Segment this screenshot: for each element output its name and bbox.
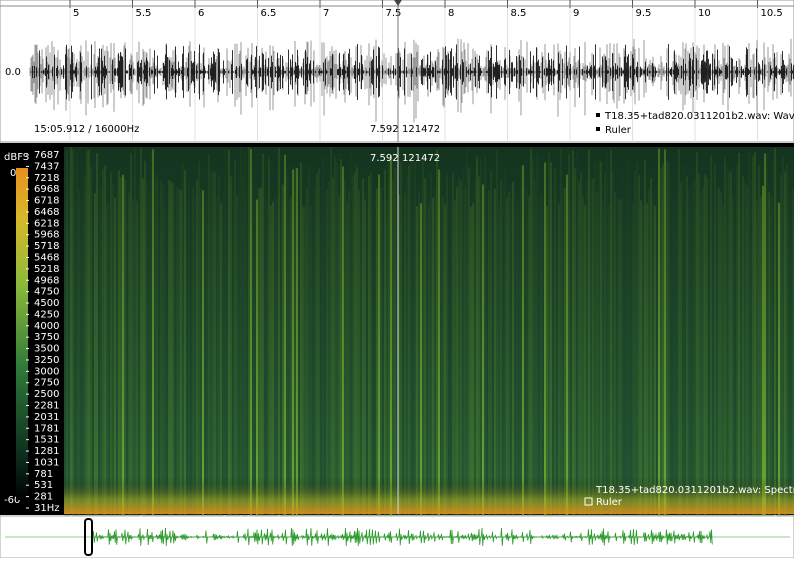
colorbar-max: 0: [10, 168, 16, 179]
cursor-handle[interactable]: [394, 0, 402, 6]
time-tick-label: 7.5: [386, 8, 402, 19]
frequency-label: 1031: [34, 457, 59, 468]
frequency-label: 6218: [34, 218, 59, 229]
time-tick-label: 10.5: [761, 8, 783, 19]
cursor-sample: 121472: [402, 153, 440, 164]
time-tick-label: 6: [198, 8, 204, 19]
frequency-label: 4750: [34, 287, 59, 298]
frequency-label: 2500: [34, 389, 59, 400]
amplitude-label: 0.0: [5, 67, 21, 78]
frequency-label: 6718: [34, 196, 59, 207]
frequency-label: 4250: [34, 309, 59, 320]
frequency-label: 1781: [34, 423, 59, 434]
frequency-label: 3250: [34, 355, 59, 366]
cursor-time: 7.592: [370, 124, 399, 135]
overview-selection[interactable]: [84, 518, 93, 556]
legend-swatch: [584, 497, 593, 506]
colorbar: [16, 168, 28, 500]
frequency-label: 4000: [34, 321, 59, 332]
time-tick-label: 8.5: [511, 8, 527, 19]
frequency-label: 6968: [34, 184, 59, 195]
time-tick-label: 9.5: [636, 8, 652, 19]
waveform-trace: [30, 44, 794, 100]
frequency-label: 1531: [34, 435, 59, 446]
frequency-label: 7437: [34, 161, 59, 172]
frequency-label: 2750: [34, 378, 59, 389]
colorbar-title: dBFS: [4, 152, 29, 163]
frequency-label: 2281: [34, 401, 59, 412]
spectrogram-shade: [64, 147, 794, 514]
legend-entry: Ruler: [605, 125, 632, 136]
time-tick-label: 6.5: [261, 8, 277, 19]
frequency-label: 3500: [34, 344, 59, 355]
time-tick-label: 9: [573, 8, 579, 19]
frequency-label: 1281: [34, 446, 59, 457]
status-text: 15:05.912 / 16000Hz: [34, 124, 139, 135]
frequency-label: 5218: [34, 264, 59, 275]
time-tick-label: 5: [73, 8, 79, 19]
frequency-label: 781: [34, 469, 53, 480]
time-tick-label: 8: [448, 8, 454, 19]
frequency-label: 3000: [34, 366, 59, 377]
cursor-time: 7.592: [370, 153, 399, 164]
frequency-label: 531: [34, 480, 53, 491]
frequency-label: 5468: [34, 252, 59, 263]
frequency-label: 6468: [34, 207, 59, 218]
frequency-label: 5718: [34, 241, 59, 252]
legend-swatch: [596, 113, 600, 117]
frequency-label: 2031: [34, 412, 59, 423]
frequency-label: 4968: [34, 275, 59, 286]
legend-entry: Ruler: [596, 497, 623, 508]
legend-entry: T18.35+tad820.0311201b2.wav: Spectrogram: [595, 485, 794, 496]
frequency-label: 4500: [34, 298, 59, 309]
time-tick-label: 7: [323, 8, 329, 19]
frequency-label: 31Hz: [34, 503, 60, 514]
time-tick-label: 10: [698, 8, 711, 19]
cursor-sample: 121472: [402, 124, 440, 135]
legend-swatch: [596, 127, 600, 131]
colorbar-min: -60: [4, 495, 20, 506]
frequency-label: 3750: [34, 332, 59, 343]
frequency-label: 5968: [34, 230, 59, 241]
frequency-label: 7687: [34, 150, 59, 161]
time-tick-label: 5.5: [136, 8, 152, 19]
waveform-trace: [29, 38, 794, 123]
frequency-label: 281: [34, 492, 53, 503]
legend-entry: T18.35+tad820.0311201b2.wav: Waveform: [604, 111, 794, 122]
frequency-label: 7218: [34, 173, 59, 184]
